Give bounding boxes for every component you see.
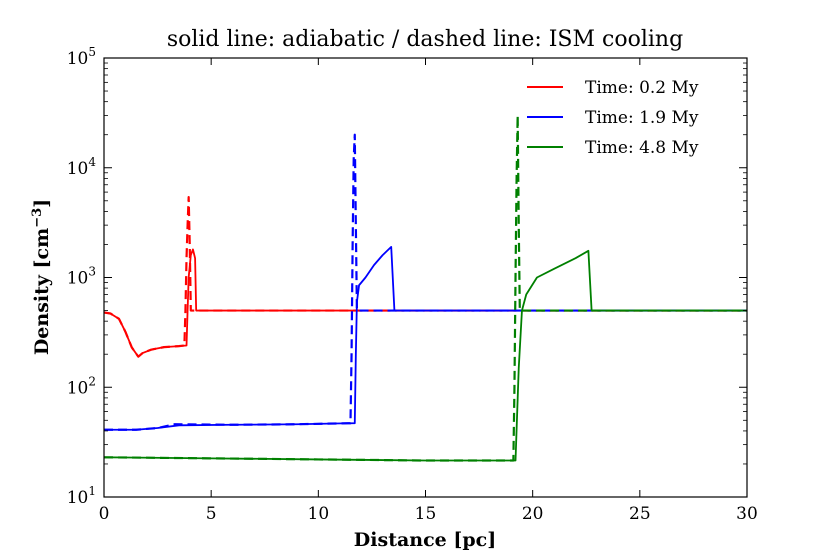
legend-label: Time: 1.9 My — [585, 108, 699, 128]
series-0-solid-line — [104, 248, 747, 358]
series-0-dashed-line — [104, 196, 747, 358]
series-1-dashed-line — [104, 133, 747, 431]
y-tick-label: 102 — [67, 374, 96, 398]
x-tick-label: 5 — [206, 504, 217, 524]
y-tick-label: 101 — [67, 484, 96, 508]
y-axis-label: Density [cm−3] — [30, 199, 53, 355]
x-axis-label: Distance [pc] — [354, 529, 496, 551]
series-2-dashed-line — [104, 114, 747, 462]
x-tick-label: 10 — [308, 504, 330, 524]
series-2-solid-line — [104, 249, 747, 462]
legend-label: Time: 4.8 My — [585, 138, 699, 158]
x-axis: 0 5 10 15 20 25 30 — [99, 58, 758, 524]
legend-label: Time: 0.2 My — [585, 78, 699, 98]
x-tick-label: 15 — [415, 504, 437, 524]
x-tick-label: 20 — [522, 504, 544, 524]
x-tick-label: 0 — [99, 504, 110, 524]
x-tick-label: 25 — [629, 504, 651, 524]
y-tick-label: 104 — [67, 155, 97, 179]
y-axis-label-close: ] — [31, 199, 53, 208]
series-1-solid-line — [104, 246, 747, 431]
y-tick-label: 103 — [67, 265, 96, 289]
series-group — [104, 114, 747, 462]
legend: Time: 0.2 My Time: 1.9 My Time: 4.8 My — [527, 78, 699, 158]
y-axis-label-sup: −3 — [30, 208, 45, 228]
chart-title: solid line: adiabatic / dashed line: ISM… — [167, 27, 683, 52]
x-tick-label: 30 — [736, 504, 758, 524]
y-tick-label: 105 — [67, 45, 96, 69]
y-axis: 101 102 103 104 105 — [67, 45, 747, 508]
y-axis-label-main: Density [cm — [31, 228, 53, 355]
